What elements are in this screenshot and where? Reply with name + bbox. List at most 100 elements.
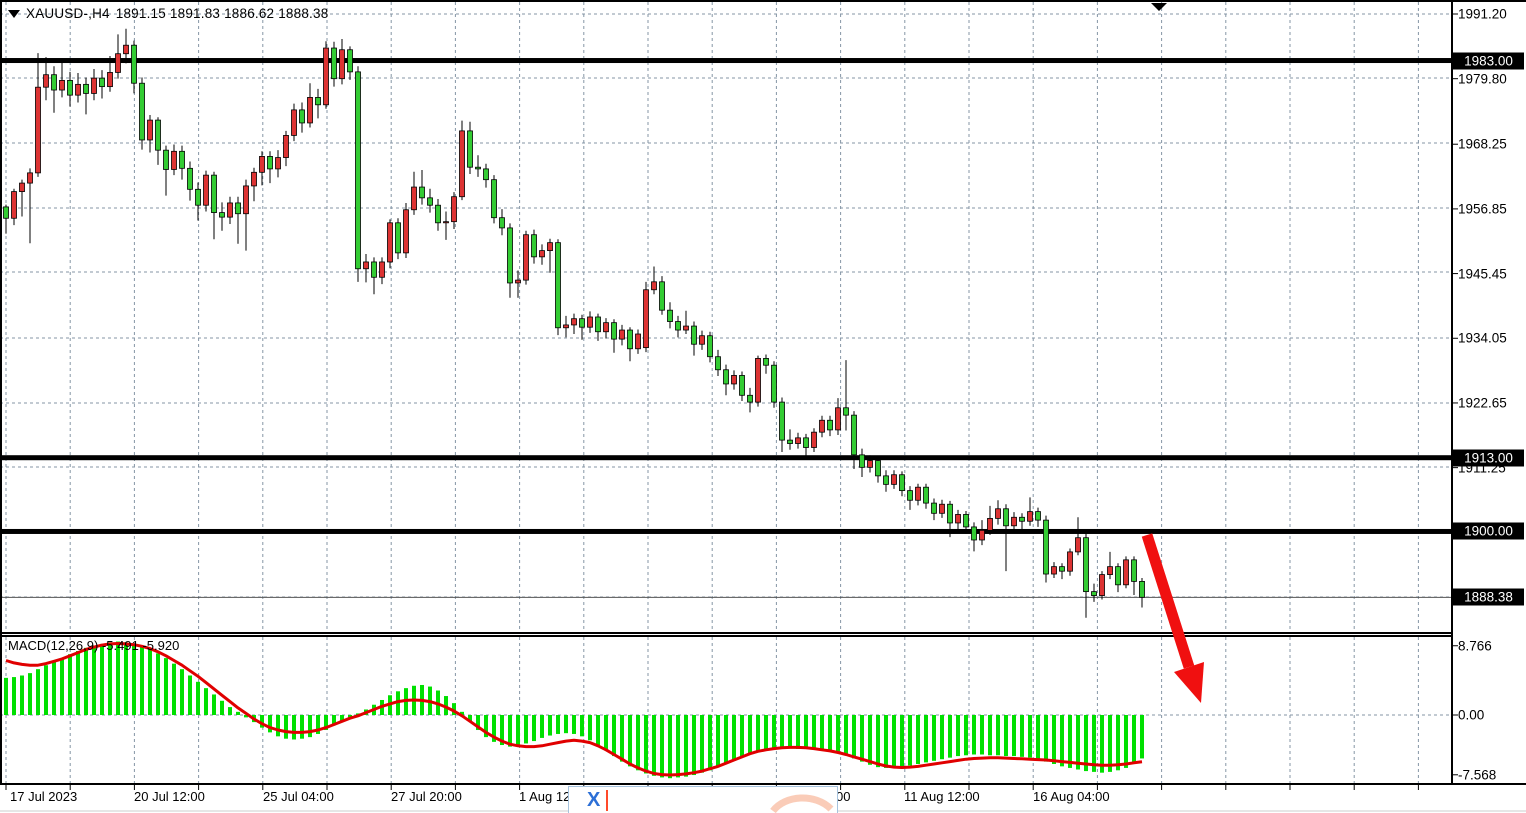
macd-histogram-bar (956, 715, 960, 757)
price-badge: 1888.38 (1453, 588, 1524, 606)
macd-histogram-bar (476, 715, 480, 731)
macd-histogram-bar (532, 715, 536, 742)
price-level-line[interactable] (0, 58, 1452, 64)
bear-candle (331, 47, 337, 80)
bull-candle (35, 86, 41, 174)
bull-candle (107, 72, 113, 88)
bull-candle (699, 335, 705, 345)
macd-histogram-bar (1036, 715, 1040, 760)
macd-histogram-bar (796, 715, 800, 749)
macd-histogram-bar (628, 715, 632, 767)
bull-candle (291, 109, 297, 136)
bull-candle (635, 333, 641, 350)
bear-candle (963, 514, 969, 528)
bear-candle (763, 358, 769, 366)
bear-candle (195, 188, 201, 206)
macd-histogram-bar (852, 715, 856, 759)
bull-candle (43, 74, 49, 88)
overlay-typed-text: X (587, 789, 601, 811)
bear-candle (467, 130, 473, 168)
bear-candle (427, 197, 433, 206)
macd-histogram-bar (892, 715, 896, 768)
bull-candle (1067, 551, 1073, 572)
macd-signal-value: -5.920 (142, 638, 180, 653)
bull-candle (171, 150, 177, 170)
macd-histogram-bar (516, 715, 520, 746)
bull-candle (1099, 574, 1105, 596)
macd-axis-label: 8.766 (1458, 638, 1492, 654)
bull-candle (27, 172, 33, 184)
left-border (0, 0, 2, 785)
macd-histogram-bar (1116, 715, 1120, 771)
price-level-line[interactable] (0, 455, 1452, 461)
macd-histogram-bar (1140, 715, 1144, 759)
macd-histogram-bar (220, 700, 224, 715)
symbol-timeframe: XAUUSD-,H4 (26, 6, 110, 21)
bear-candle (611, 322, 617, 340)
bear-candle (99, 77, 105, 88)
macd-signal-line (5, 642, 1143, 777)
macd-histogram-bar (980, 715, 984, 755)
macd-main-value: -5.491 (101, 638, 139, 653)
macd-histogram-bar (340, 715, 344, 721)
bear-candle (675, 321, 681, 331)
macd-histogram-bar (924, 715, 928, 763)
macd-histogram-bar (940, 715, 944, 760)
macd-histogram-bar (1044, 715, 1048, 762)
macd-histogram-bar (564, 715, 568, 734)
macd-histogram-bar (1100, 715, 1104, 773)
bear-candle (83, 83, 89, 94)
bear-candle (899, 474, 905, 492)
macd-histogram-bar (76, 651, 80, 715)
bull-candle (115, 53, 121, 73)
bull-candle (11, 191, 17, 219)
bull-candle (75, 83, 81, 96)
bull-candle (819, 419, 825, 433)
macd-name: MACD(12,26,9) (8, 638, 99, 653)
macd-histogram-bar (228, 707, 232, 715)
bear-candle (1083, 537, 1089, 593)
bull-candle (539, 250, 545, 258)
macd-histogram-bar (636, 715, 640, 771)
bear-candle (187, 167, 193, 190)
bear-candle (595, 316, 601, 333)
bear-candle (627, 329, 633, 350)
macd-histogram-bar (28, 673, 32, 715)
macd-histogram-bar (916, 715, 920, 764)
bear-candle (1091, 591, 1097, 596)
macd-histogram-bar (612, 715, 616, 757)
macd-histogram-bar (316, 715, 320, 734)
macd-histogram-bar (820, 715, 824, 751)
bear-candle (579, 318, 585, 328)
macd-histogram-bar (772, 715, 776, 749)
price-level-line[interactable] (0, 528, 1452, 534)
bull-candle (403, 209, 409, 254)
bottom-overlay-input[interactable]: X (568, 786, 838, 813)
ohlc-readout: 1891.15 1891.83 1886.62 1888.38 (115, 6, 329, 21)
bear-candle (907, 490, 913, 501)
bear-candle (355, 71, 361, 270)
macd-histogram-bar (732, 715, 736, 761)
bear-candle (747, 394, 753, 403)
price-badge: 1983.00 (1453, 52, 1524, 70)
symbol-dropdown-icon[interactable] (8, 9, 20, 18)
bear-candle (691, 325, 697, 345)
bull-candle (835, 407, 841, 431)
macd-histogram-bar (1060, 715, 1064, 767)
price-axis-label: 1934.05 (1458, 330, 1507, 346)
bull-candle (19, 182, 25, 192)
macd-histogram-bar (204, 688, 208, 715)
bull-candle (651, 281, 657, 291)
bull-candle (979, 529, 985, 541)
bear-candle (435, 204, 441, 224)
trend-arrow-shaft[interactable] (1141, 533, 1195, 669)
bull-candle (203, 174, 209, 206)
macd-histogram-bar (1108, 715, 1112, 772)
trend-arrow-head[interactable] (1174, 662, 1204, 703)
bear-candle (163, 149, 169, 170)
bear-candle (267, 156, 273, 170)
macd-histogram-bar (36, 669, 40, 715)
macd-histogram-bar (868, 715, 872, 765)
bull-candle (259, 156, 265, 173)
